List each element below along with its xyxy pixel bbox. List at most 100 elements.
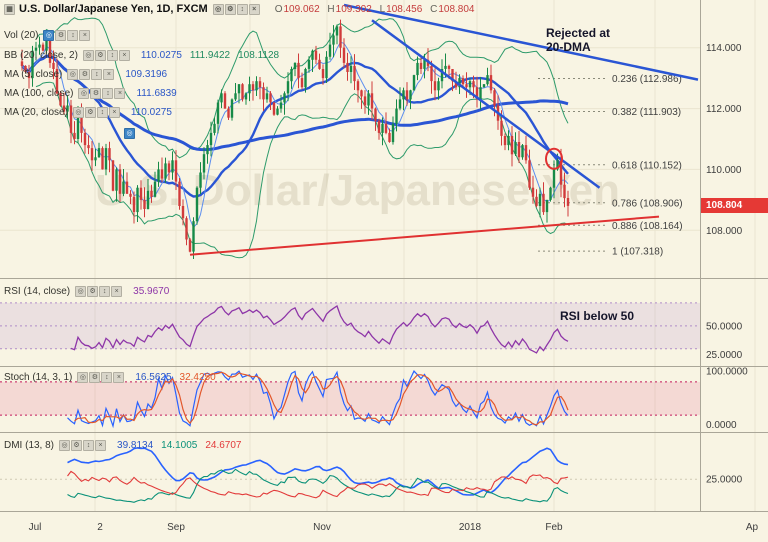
legend-rsi: RSI (14, close) ◎ ⚙ ↕ × 35.9670 — [4, 286, 169, 297]
price-axis-label[interactable]: 110.000 — [706, 165, 742, 176]
fib-label[interactable]: 0.786 (108.906) — [612, 198, 683, 209]
eye-icon[interactable]: ◎ — [67, 69, 79, 80]
ma20-value: 110.0275 — [130, 107, 172, 118]
time-axis-label[interactable]: Jul — [29, 522, 42, 533]
price-axis-label[interactable]: 112.000 — [706, 104, 742, 115]
time-axis-label[interactable]: Feb — [545, 522, 563, 533]
gear-icon[interactable]: ⚙ — [90, 88, 102, 99]
bb-legend-label[interactable]: BB (20, close, 2) — [4, 50, 78, 61]
close-icon[interactable]: × — [108, 107, 120, 118]
close-icon[interactable]: × — [248, 3, 260, 15]
eye-icon[interactable]: ◎ — [75, 286, 87, 297]
close-icon[interactable]: × — [114, 88, 126, 99]
arrows-icon[interactable]: ↕ — [106, 50, 118, 61]
watermark: U.S. Dollar/Japanese Yen — [95, 166, 620, 215]
arrows-icon[interactable]: ↕ — [101, 372, 113, 383]
circle-annotation[interactable] — [545, 147, 563, 170]
stoch-legend-label[interactable]: Stoch (14, 3, 1) — [4, 372, 73, 383]
eye-icon[interactable]: ◎ — [124, 128, 135, 139]
open-value: 109.062 — [283, 3, 320, 15]
close-icon[interactable]: × — [118, 50, 130, 61]
ma5-controls: ◎ ⚙ ↕ × — [67, 69, 115, 80]
legend-bollinger: BB (20, close, 2) ◎ ⚙ ↕ × 110.0275 111.9422… — [4, 50, 279, 61]
fib-label[interactable]: 0.886 (108.164) — [612, 221, 683, 232]
rsi-axis-label[interactable]: 50.0000 — [706, 321, 743, 332]
trendline-falling-resistance[interactable] — [343, 3, 699, 81]
rsi-axis-label[interactable]: 25.0000 — [706, 350, 743, 361]
time-axis-label[interactable]: 2018 — [459, 522, 482, 533]
stoch-k-line — [67, 370, 569, 429]
arrows-icon[interactable]: ↕ — [102, 88, 114, 99]
time-axis-label[interactable]: Sep — [167, 522, 185, 533]
eye-icon[interactable]: ◎ — [59, 440, 71, 451]
high-label: H — [327, 3, 335, 15]
fib-label[interactable]: 0.236 (112.986) — [612, 74, 682, 85]
trendline-rising-support[interactable] — [189, 215, 660, 256]
ma100-legend-label[interactable]: MA (100, close) — [4, 88, 74, 99]
time-axis-label[interactable]: 2 — [97, 522, 103, 533]
bb-basis-value: 110.0275 — [140, 50, 182, 61]
time-axis-label[interactable]: Nov — [313, 522, 331, 533]
stoch-axis-label[interactable]: 100.0000 — [706, 366, 748, 377]
ma5-legend-label[interactable]: MA (5, close) — [4, 69, 63, 80]
ma20-legend-label[interactable]: MA (20, close) — [4, 107, 68, 118]
close-icon[interactable]: × — [95, 440, 107, 451]
chart-type-icon[interactable]: ▦ — [4, 3, 15, 15]
arrows-icon[interactable]: ↕ — [99, 286, 111, 297]
open-label: O — [274, 3, 283, 15]
series-controls: ◎ ⚙ ↕ × — [212, 3, 261, 15]
legend-volume: Vol (20) ◎ ⚙ ↕ × — [4, 30, 93, 41]
gear-icon[interactable]: ⚙ — [84, 107, 96, 118]
bb-controls: ◎ ⚙ ↕ × — [82, 50, 131, 61]
dmi-adx-line — [67, 447, 569, 496]
volume-legend-label[interactable]: Vol (20) — [4, 30, 39, 41]
dmi-axis-label[interactable]: 25.0000 — [706, 475, 743, 486]
gear-icon[interactable]: ⚙ — [89, 372, 101, 383]
dmi-legend-label[interactable]: DMI (13, 8) — [4, 440, 55, 451]
arrows-icon[interactable]: ↕ — [96, 107, 108, 118]
arrows-icon[interactable]: ↕ — [83, 440, 95, 451]
gear-icon[interactable]: ⚙ — [94, 50, 106, 61]
rejected-annotation-line1: Rejected at — [546, 26, 611, 40]
eye-icon[interactable]: ◎ — [78, 88, 90, 99]
hidden-indicator-controls: ◎ — [124, 128, 136, 139]
fib-label[interactable]: 0.382 (111.903) — [612, 107, 681, 118]
rsi-legend-label[interactable]: RSI (14, close) — [4, 286, 71, 297]
symbol-title[interactable]: U.S. Dollar/Japanese Yen, 1D, FXCM — [19, 3, 208, 15]
close-icon[interactable]: × — [79, 30, 91, 41]
eye-icon[interactable]: ◎ — [212, 3, 224, 15]
eye-icon[interactable]: ◎ — [43, 30, 55, 41]
close-icon[interactable]: × — [111, 286, 123, 297]
rsi-line — [70, 305, 569, 354]
arrows-icon[interactable]: ↕ — [67, 30, 79, 41]
gear-icon[interactable]: ⚙ — [79, 69, 91, 80]
close-value: 108.804 — [438, 3, 475, 15]
arrows-icon[interactable]: ↕ — [91, 69, 103, 80]
ohlc-values: O109.062 H109.302 L108.456 C108.804 — [270, 4, 475, 15]
close-icon[interactable]: × — [103, 69, 115, 80]
rsi-note-annotation[interactable]: RSI below 50 — [560, 309, 635, 323]
fib-label[interactable]: 0.618 (110.152) — [612, 160, 682, 171]
gear-icon[interactable]: ⚙ — [55, 30, 67, 41]
legend-dmi: DMI (13, 8) ◎ ⚙ ↕ × 39.8134 14.1005 24.6707 — [4, 440, 241, 451]
rejected-annotation[interactable]: Rejected at 20-DMA — [546, 26, 610, 54]
dmi-plusdi-value: 14.1005 — [161, 440, 198, 451]
stoch-axis-label[interactable]: 0.0000 — [706, 420, 737, 431]
time-axis-label[interactable]: Ap — [746, 522, 759, 533]
arrows-icon[interactable]: ↕ — [236, 3, 248, 15]
low-label: L — [379, 3, 386, 15]
eye-icon[interactable]: ◎ — [82, 50, 94, 61]
eye-icon[interactable]: ◎ — [72, 107, 84, 118]
close-icon[interactable]: × — [113, 372, 125, 383]
bb-upper-value: 111.9422 — [189, 50, 231, 61]
fib-label[interactable]: 1 (107.318) — [612, 247, 663, 258]
eye-icon[interactable]: ◎ — [77, 372, 89, 383]
gear-icon[interactable]: ⚙ — [224, 3, 236, 15]
price-axis-label[interactable]: 114.000 — [706, 43, 742, 54]
stoch-d-line — [74, 371, 569, 426]
price-axis-label[interactable]: 108.000 — [706, 226, 743, 237]
gear-icon[interactable]: ⚙ — [71, 440, 83, 451]
gear-icon[interactable]: ⚙ — [87, 286, 99, 297]
